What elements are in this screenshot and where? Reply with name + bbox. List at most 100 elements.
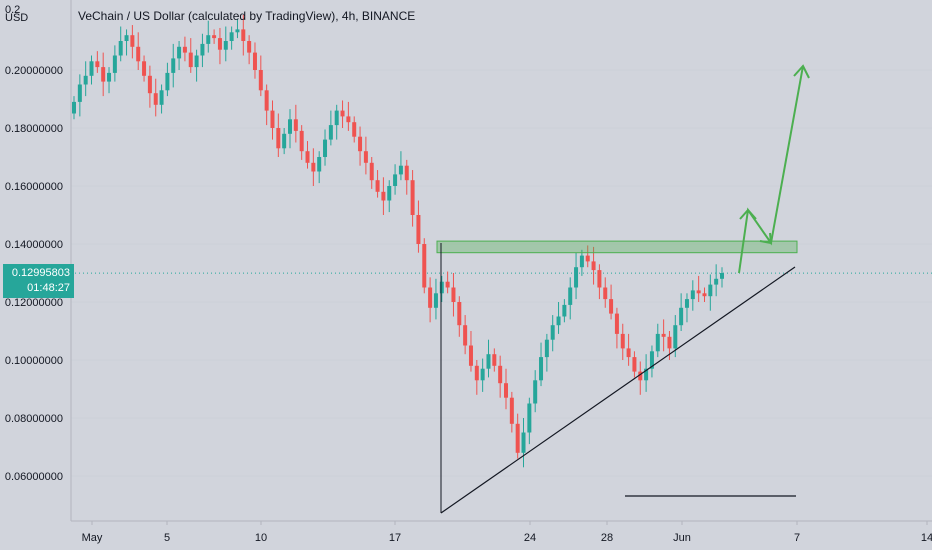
candle-body: [451, 287, 456, 302]
x-tick-label: May: [82, 532, 103, 544]
y-tick-label: 0.08000000: [5, 413, 63, 425]
candle-body: [165, 72, 170, 91]
candle-body: [463, 325, 468, 346]
candle-body: [363, 151, 368, 163]
candle-body: [521, 432, 526, 453]
candle-body: [638, 371, 643, 381]
candle-body: [433, 293, 438, 308]
candle-body: [498, 365, 503, 384]
candle-body: [136, 46, 141, 62]
drawings[interactable]: [436, 64, 810, 514]
candle-body: [177, 46, 182, 59]
candle-body: [288, 119, 292, 134]
candle-body: [107, 72, 112, 82]
candle-body: [194, 55, 199, 68]
axes: 0.06000000 0.08000000 0.10000000 0.12000000…: [5, 0, 932, 544]
candle-body: [247, 41, 252, 53]
candle-body: [404, 165, 409, 181]
candle-body: [445, 281, 450, 288]
projected-path[interactable]: [738, 65, 804, 274]
candle-body: [369, 162, 374, 181]
candles: [72, 14, 724, 468]
candle-body: [276, 128, 281, 149]
candle-body: [223, 41, 228, 50]
projection-arrowhead-up-small[interactable]: [739, 208, 757, 220]
candle-body: [486, 354, 491, 369]
candle-body: [293, 119, 298, 131]
candle-body: [299, 130, 304, 152]
candle-body: [83, 75, 88, 85]
candle-body: [533, 380, 538, 404]
candle-body: [720, 273, 724, 279]
candle-body: [609, 299, 614, 314]
candle-body: [539, 357, 544, 381]
candle-body: [206, 35, 211, 44]
resistance-zone[interactable]: [436, 240, 798, 254]
candle-body: [398, 165, 403, 175]
candle-body: [679, 307, 684, 326]
candle-body: [504, 383, 508, 398]
candle-body: [474, 365, 479, 381]
y-tick-label: 0.06000000: [5, 471, 63, 483]
candle-body: [603, 287, 608, 300]
candle-body: [130, 35, 135, 47]
y-tick-label: 0.18000000: [5, 123, 63, 135]
candle-body: [544, 339, 549, 358]
candle-body: [550, 325, 555, 340]
x-tick-label: 14: [921, 532, 932, 544]
projection-arrowhead-down[interactable]: [759, 232, 773, 245]
candle-body: [95, 61, 100, 68]
projection-arrowhead-up[interactable]: [793, 64, 810, 79]
candle-body: [317, 157, 322, 172]
candle-body: [422, 244, 427, 288]
candle-body: [410, 180, 415, 215]
candle-body: [702, 293, 707, 297]
candle-body: [305, 151, 310, 163]
candle-body: [597, 270, 602, 288]
candle-body: [661, 333, 666, 337]
y-tick-label-top: 0.2: [5, 4, 20, 16]
candle-body: [264, 90, 269, 111]
candle-body: [626, 348, 631, 358]
candle-body: [200, 43, 205, 56]
candle-body: [89, 61, 94, 76]
x-tick-label: 7: [794, 532, 800, 544]
candle-body: [258, 70, 263, 91]
candle-body: [585, 255, 590, 262]
candle-body: [457, 302, 462, 326]
candle-body: [381, 191, 386, 201]
candle-body: [667, 336, 672, 349]
candle-body: [328, 125, 333, 140]
candle-body: [241, 29, 246, 41]
candle-body: [182, 46, 187, 53]
candle-body: [112, 55, 117, 73]
candle-body: [574, 267, 579, 288]
candle-body: [714, 278, 719, 285]
candle-body: [159, 90, 164, 105]
candle-body: [614, 313, 619, 334]
support-trendline[interactable]: [440, 266, 796, 514]
candle-body: [334, 110, 339, 126]
chart-title: VeChain / US Dollar (calculated by Tradi…: [78, 9, 416, 23]
candle-body: [252, 52, 257, 70]
candle-body: [212, 35, 217, 39]
candle-body: [527, 403, 532, 433]
current-price-value: 0.12995803: [11, 267, 70, 279]
candle-body: [282, 133, 287, 149]
x-tick-label: Jun: [673, 532, 691, 544]
candle-body: [171, 58, 176, 73]
candle-body: [673, 325, 678, 349]
candle-body: [428, 287, 433, 308]
x-tick-label: 5: [164, 532, 170, 544]
y-tick-label: 0.10000000: [5, 355, 63, 367]
candle-body: [568, 287, 573, 305]
currency-label: USD: [5, 12, 28, 24]
y-tick-label: 0.14000000: [5, 239, 63, 251]
candle-body: [579, 255, 584, 268]
y-tick-label: 0.20000000: [5, 65, 63, 77]
candle-body: [468, 345, 473, 366]
candle-body: [480, 368, 485, 381]
grid: [71, 69, 932, 477]
